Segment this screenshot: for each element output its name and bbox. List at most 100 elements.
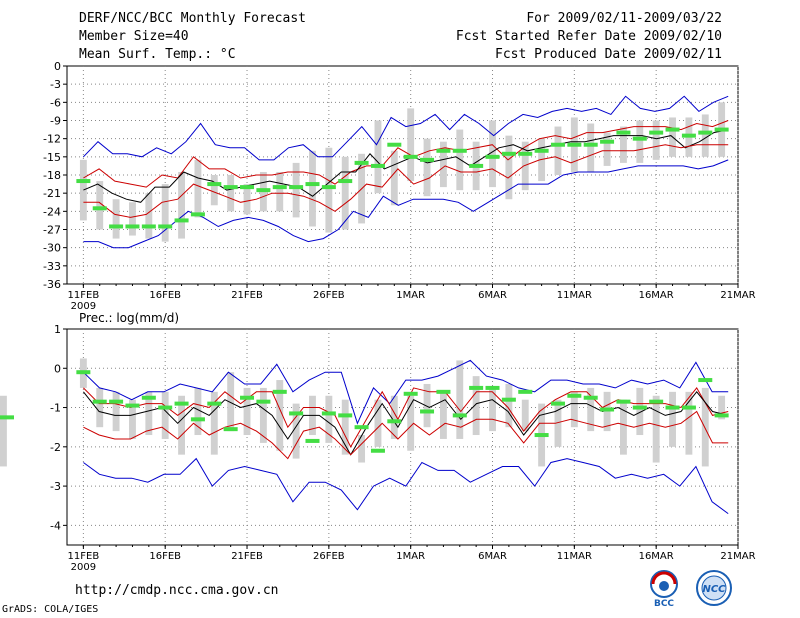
c2-spread-box <box>210 391 218 455</box>
c2-x-tick-label: 11FEB <box>68 551 100 562</box>
c2-median-marker <box>207 401 222 406</box>
c2-median-marker <box>321 411 336 416</box>
c1-spread-box <box>439 141 447 188</box>
c2-median-marker <box>158 405 173 410</box>
c1-x-tick-label: 21MAR <box>720 290 755 301</box>
c2-median-marker <box>649 399 664 404</box>
c2-spread-box <box>472 376 480 436</box>
c1-spread-box <box>374 120 382 194</box>
c2-median-marker <box>452 413 467 418</box>
c1-year-label: 2009 <box>71 301 96 312</box>
c1-spread-box <box>96 181 104 230</box>
c1-median-marker <box>158 224 173 229</box>
c1-spread-box <box>423 138 431 197</box>
c1-median-marker <box>272 185 287 190</box>
variable-label: Mean Surf. Temp.: °C <box>79 47 236 62</box>
source-url[interactable]: http://cmdp.ncc.cma.gov.cn <box>75 583 279 598</box>
c2-median-marker <box>354 425 369 430</box>
c2-y-tick-label: 1 <box>54 323 61 336</box>
c2-spread-box <box>358 435 366 463</box>
forecast-produced: Fcst Produced Date 2009/02/11 <box>495 47 722 62</box>
c2-median-marker <box>92 399 107 404</box>
c1-spread-box <box>227 175 235 212</box>
c2-spread-box <box>227 372 235 432</box>
c2-median-marker <box>403 391 418 396</box>
c2-spread-box <box>390 395 398 439</box>
c2-median-marker <box>141 395 156 400</box>
c2-median-marker <box>190 417 205 422</box>
c1-median-marker <box>665 127 680 132</box>
c2-x-tick-label: 16MAR <box>639 551 674 562</box>
c1-median-marker <box>305 182 320 187</box>
c2-median-marker <box>714 413 729 418</box>
c1-y-tick-label: -30 <box>43 242 61 255</box>
c1-median-marker <box>92 206 107 211</box>
c1-x-tick-label: 26FEB <box>313 290 345 301</box>
c1-median-marker <box>583 142 598 147</box>
c1-spread-box <box>554 126 562 175</box>
c1-median-marker <box>649 130 664 135</box>
c1-median-marker <box>76 179 91 184</box>
c1-spread-box <box>309 150 316 227</box>
c1-spread-box <box>178 171 185 239</box>
c2-spread-box <box>554 399 562 447</box>
c1-median-marker <box>321 185 336 190</box>
c2-spread-box <box>259 387 267 443</box>
c2-spread-box <box>341 399 349 455</box>
c2-y-tick-label: -2 <box>50 441 61 454</box>
c2-year-label: 2009 <box>71 562 96 573</box>
c1-spread-box <box>243 184 251 215</box>
c2-spread-box <box>325 395 333 443</box>
c1-spread-box <box>325 147 333 233</box>
c1-y-tick-label: -12 <box>43 133 61 146</box>
c2-spread-box <box>194 387 202 436</box>
member-size: Member Size=40 <box>79 29 189 44</box>
c1-median-marker <box>256 188 271 193</box>
c1-series-mean <box>83 129 729 203</box>
c1-spread-box <box>292 162 300 218</box>
c2-y-tick-label: -1 <box>50 402 61 415</box>
c2-median-marker <box>534 433 549 438</box>
c1-y-tick-label: -18 <box>43 169 61 182</box>
c2-spread-box <box>96 387 104 428</box>
c2-spread-box <box>701 387 709 467</box>
c1-spread-box <box>521 141 529 191</box>
c2-median-marker <box>616 399 631 404</box>
c1-spread-box <box>194 159 202 218</box>
c1-median-marker <box>436 148 451 153</box>
temperature-chart: 0 -3 -6 -9 -12 -15 -18 -21 -24 -27 -30 -33 -36 11FEB 1… <box>43 60 756 312</box>
c1-median-marker <box>190 212 205 217</box>
c1-spread-box <box>620 126 627 163</box>
c2-spread-box <box>718 395 726 420</box>
c2-spread-box <box>0 395 7 467</box>
c1-median-marker <box>354 160 369 165</box>
c2-spread-box <box>145 391 153 436</box>
c2-spread-box <box>407 395 415 451</box>
c2-median-marker <box>0 415 14 420</box>
c2-median-marker <box>338 413 353 418</box>
c2-spread-box <box>178 395 185 455</box>
c1-median-marker <box>174 218 189 223</box>
c1-median-marker <box>370 163 385 168</box>
c1-y-tick-label: -21 <box>43 187 61 200</box>
grads-credit: GrADS: COLA/IGES <box>2 604 99 615</box>
c2-series-lower <box>83 410 729 460</box>
c2-series-mean <box>83 390 729 456</box>
c2-median-marker <box>240 395 255 400</box>
c2-median-marker <box>223 427 238 432</box>
c2-median-marker <box>501 397 516 402</box>
c2-spread-box <box>505 383 513 428</box>
c1-median-marker <box>518 151 533 156</box>
c2-median-marker <box>387 419 402 424</box>
c2-median-marker <box>436 389 451 394</box>
c1-spread-box <box>407 108 415 182</box>
c2-median-marker <box>550 401 565 406</box>
c1-median-marker <box>289 185 304 190</box>
c1-median-marker <box>485 154 500 159</box>
c1-x-tick-label: 6MAR <box>478 290 507 301</box>
c1-y-tick-label: -15 <box>43 151 61 164</box>
c1-median-marker <box>616 130 631 135</box>
c2-median-marker <box>567 393 582 398</box>
c1-series-upper <box>83 120 729 188</box>
c1-spread-box <box>161 184 169 242</box>
